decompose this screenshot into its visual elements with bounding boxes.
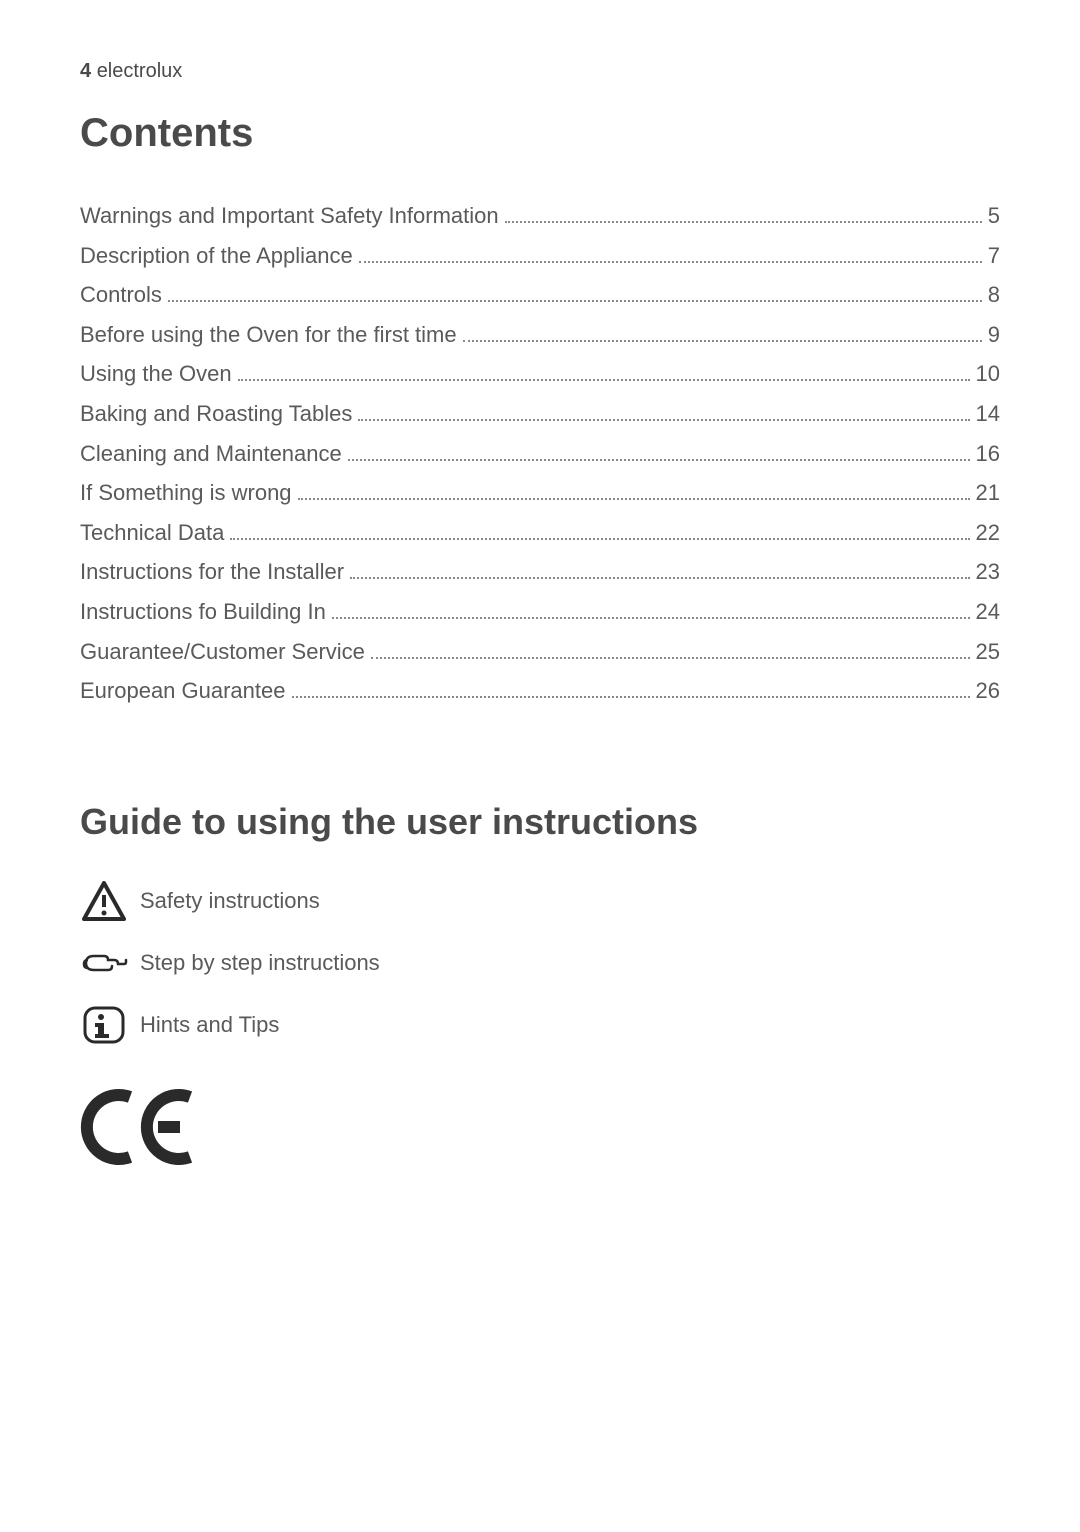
guide-heading: Guide to using the user instructions	[80, 801, 1000, 843]
toc-title: Cleaning and Maintenance	[80, 434, 342, 474]
toc-page: 9	[988, 315, 1000, 355]
toc-entry: Baking and Roasting Tables 14	[80, 394, 1000, 434]
toc-page: 5	[988, 196, 1000, 236]
hand-pointing-icon	[80, 941, 128, 985]
toc-dots	[463, 340, 982, 342]
toc-page: 25	[976, 632, 1000, 672]
toc-page: 21	[976, 473, 1000, 513]
toc-title: Warnings and Important Safety Informatio…	[80, 196, 499, 236]
toc-title: If Something is wrong	[80, 473, 292, 513]
toc-dots	[350, 577, 969, 579]
toc-title: Guarantee/Customer Service	[80, 632, 365, 672]
legend-label: Step by step instructions	[140, 950, 380, 976]
info-box-icon	[80, 1003, 128, 1047]
legend-item: Step by step instructions	[80, 941, 1000, 985]
toc-dots	[348, 459, 970, 461]
legend-label: Safety instructions	[140, 888, 320, 914]
toc-dots	[358, 419, 969, 421]
toc-entry: If Something is wrong 21	[80, 473, 1000, 513]
legend-list: Safety instructions Step by step instruc…	[80, 879, 1000, 1047]
toc-page: 7	[988, 236, 1000, 276]
toc-entry: Technical Data 22	[80, 513, 1000, 553]
toc-entry: Warnings and Important Safety Informatio…	[80, 196, 1000, 236]
toc-dots	[168, 300, 982, 302]
toc-entry: Description of the Appliance 7	[80, 236, 1000, 276]
legend-item: Safety instructions	[80, 879, 1000, 923]
toc-dots	[230, 538, 969, 540]
toc-entry: Guarantee/Customer Service 25	[80, 632, 1000, 672]
brand-name: electrolux	[97, 60, 183, 82]
toc-title: Baking and Roasting Tables	[80, 394, 352, 434]
toc-dots	[292, 696, 970, 698]
table-of-contents: Warnings and Important Safety Informatio…	[80, 196, 1000, 711]
warning-triangle-icon	[80, 879, 128, 923]
toc-dots	[505, 221, 982, 223]
toc-title: Instructions for the Installer	[80, 552, 344, 592]
toc-page: 23	[976, 552, 1000, 592]
ce-mark	[80, 1087, 1000, 1184]
toc-title: Using the Oven	[80, 354, 232, 394]
toc-entry: Using the Oven 10	[80, 354, 1000, 394]
toc-page: 22	[976, 513, 1000, 553]
toc-title: Description of the Appliance	[80, 236, 353, 276]
toc-page: 26	[976, 671, 1000, 711]
toc-page: 16	[976, 434, 1000, 474]
page-number: 4	[80, 60, 91, 82]
page-header: 4 electrolux	[80, 60, 1000, 83]
toc-dots	[359, 261, 982, 263]
toc-page: 14	[976, 394, 1000, 434]
toc-dots	[238, 379, 970, 381]
toc-entry: Instructions fo Building In 24	[80, 592, 1000, 632]
toc-page: 10	[976, 354, 1000, 394]
toc-title: Instructions fo Building In	[80, 592, 326, 632]
toc-entry: Before using the Oven for the first time…	[80, 315, 1000, 355]
toc-dots	[371, 657, 970, 659]
toc-entry: European Guarantee 26	[80, 671, 1000, 711]
toc-dots	[298, 498, 970, 500]
toc-title: Technical Data	[80, 513, 224, 553]
legend-item: Hints and Tips	[80, 1003, 1000, 1047]
toc-entry: Controls 8	[80, 275, 1000, 315]
toc-title: Before using the Oven for the first time	[80, 315, 457, 355]
toc-title: Controls	[80, 275, 162, 315]
toc-entry: Cleaning and Maintenance 16	[80, 434, 1000, 474]
toc-entry: Instructions for the Installer 23	[80, 552, 1000, 592]
toc-dots	[332, 617, 970, 619]
toc-page: 8	[988, 275, 1000, 315]
legend-label: Hints and Tips	[140, 1012, 279, 1038]
toc-page: 24	[976, 592, 1000, 632]
toc-title: European Guarantee	[80, 671, 286, 711]
contents-heading: Contents	[80, 111, 1000, 156]
